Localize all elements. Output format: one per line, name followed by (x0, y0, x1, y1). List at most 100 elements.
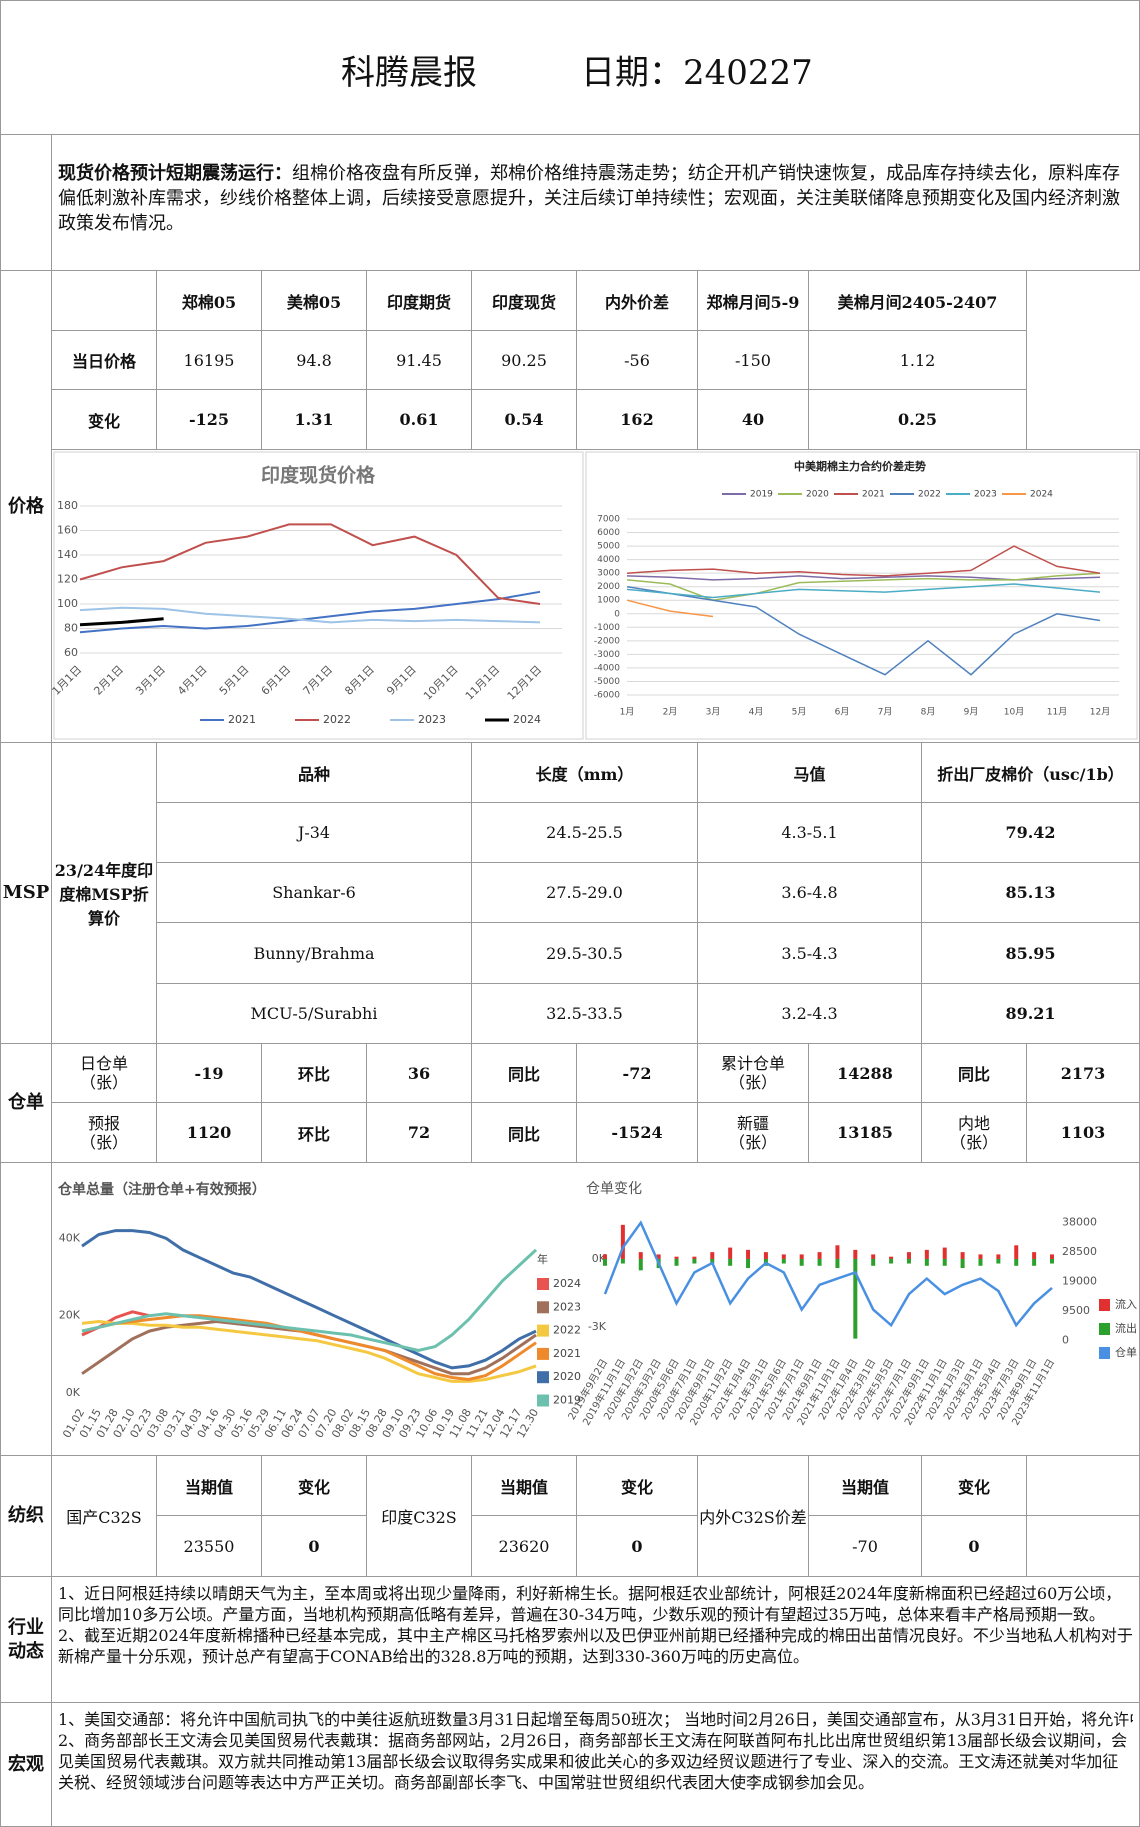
news-paragraph: 1、美国交通部：将允许中国航司执飞的中美往返航班数量3月31日起增至每周50班次… (58, 1710, 1133, 1729)
msp-cell: 4.3-5.1 (697, 802, 922, 863)
price-value: 1.12 (808, 330, 1027, 390)
column-header: 马值 (697, 742, 922, 803)
textile-value: 0 (261, 1515, 367, 1577)
section-label: MSP (0, 742, 52, 1044)
msp-cell: MCU-5/Surabhi (156, 983, 472, 1044)
row-label: 内外C32S价差 (697, 1455, 809, 1577)
column-header: 内外价差 (576, 270, 698, 331)
price-value: 0.54 (471, 389, 577, 450)
section-label: 仓单 (0, 1043, 52, 1163)
report-date: 日期：240227 (581, 53, 813, 93)
chart-area (51, 449, 1140, 743)
price-value: 162 (576, 389, 698, 450)
column-header: 印度期货 (366, 270, 472, 331)
textile-value: -70 (808, 1515, 922, 1577)
warehouse-cell: -1524 (576, 1102, 698, 1163)
warehouse-cell: 13185 (808, 1102, 922, 1163)
column-header: 当期值 (808, 1455, 922, 1516)
news-paragraph: 2、商务部部长王文涛会见美国贸易代表戴琪：据商务部网站，2月26日，商务部部长王… (58, 1731, 1128, 1792)
warehouse-cell: 2173 (1026, 1043, 1140, 1103)
column-header: 郑棉05 (156, 270, 262, 331)
msp-cell: 3.6-4.8 (697, 862, 922, 923)
price-value: -150 (697, 330, 809, 390)
header: 科腾晨报 日期：240227 (0, 0, 1140, 135)
warehouse-cell: 同比 (471, 1043, 577, 1103)
column-header: 当期值 (471, 1455, 577, 1516)
warehouse-cell: 日仓单（张） (51, 1043, 157, 1103)
warehouse-cell: 1103 (1026, 1102, 1140, 1163)
price-value: 0.25 (808, 389, 1027, 450)
spot-summary: 现货价格预计短期震荡运行：组棉价格夜盘有所反弹，郑棉价格维持震荡走势；纺企开机产… (51, 134, 1140, 271)
column-header: 品种 (156, 742, 472, 803)
column-header: 变化 (921, 1455, 1027, 1516)
section-label: 行业动态 (0, 1576, 52, 1703)
section-label: 纺织 (0, 1455, 52, 1577)
column-header: 变化 (261, 1455, 367, 1516)
row-label: 国产C32S (51, 1455, 157, 1577)
price-value: -56 (576, 330, 698, 390)
warehouse-cell: 环比 (261, 1102, 367, 1163)
summary-lead: 现货价格预计短期震荡运行： (58, 163, 292, 184)
warehouse-cell: -19 (156, 1043, 262, 1103)
warehouse-cell: 72 (366, 1102, 472, 1163)
column-header: 美棉05 (261, 270, 367, 331)
warehouse-cell: 环比 (261, 1043, 367, 1103)
msp-cell: J-34 (156, 802, 472, 863)
price-value: 94.8 (261, 330, 367, 390)
row-label: 变化 (51, 389, 157, 450)
price-value: 91.45 (366, 330, 472, 390)
msp-cell: 85.13 (921, 862, 1140, 923)
price-value: 16195 (156, 330, 262, 390)
macro-news: 1、美国交通部：将允许中国航司执飞的中美往返航班数量3月31日起增至每周50班次… (51, 1702, 1140, 1827)
warehouse-cell: 同比 (471, 1102, 577, 1163)
msp-cell: Shankar-6 (156, 862, 472, 923)
summary-text: 组棉价格夜盘有所反弹，郑棉价格维持震荡走势；纺企开机产销快速恢复，成品库存持续去… (58, 163, 1120, 234)
warehouse-cell: 14288 (808, 1043, 922, 1103)
column-header: 美棉月间2405-2407 (808, 270, 1027, 331)
column-header: 郑棉月间5-9 (697, 270, 809, 331)
msp-cell: 3.2-4.3 (697, 983, 922, 1044)
textile-value: 23550 (156, 1515, 262, 1577)
price-value: 40 (697, 389, 809, 450)
row-label: 当日价格 (51, 330, 157, 390)
warehouse-cell: -72 (576, 1043, 698, 1103)
msp-cell: 85.95 (921, 922, 1140, 984)
news-paragraph: 2、截至近期2024年度新棉播种已经基本完成，其中主产棉区马托格罗索州以及巴伊亚… (58, 1626, 1133, 1666)
news-paragraph: 1、近日阿根廷持续以晴朗天气为主，至本周或将出现少量降雨，利好新棉生长。据阿根廷… (58, 1584, 1122, 1624)
price-value: 0.61 (366, 389, 472, 450)
msp-cell: 79.42 (921, 802, 1140, 863)
warehouse-cell: 新疆（张） (697, 1102, 809, 1163)
msp-cell: 29.5-30.5 (471, 922, 698, 984)
column-header: 变化 (576, 1455, 698, 1516)
warehouse-cell: 1120 (156, 1102, 262, 1163)
warehouse-cell: 同比 (921, 1043, 1027, 1103)
warehouse-cell: 累计仓单（张） (697, 1043, 809, 1103)
price-value: -125 (156, 389, 262, 450)
column-header: 折出厂皮棉价（usc/1b） (921, 742, 1140, 803)
msp-cell: 89.21 (921, 983, 1140, 1044)
msp-cell: 3.5-4.3 (697, 922, 922, 984)
textile-value: 23620 (471, 1515, 577, 1577)
msp-cell: 24.5-25.5 (471, 802, 698, 863)
price-value: 1.31 (261, 389, 367, 450)
section-label: 宏观 (0, 1702, 52, 1827)
section-label: 价格 (0, 270, 52, 743)
column-header: 当期值 (156, 1455, 262, 1516)
blank-cell (51, 270, 157, 331)
textile-value: 0 (576, 1515, 698, 1577)
blank-cell (0, 134, 52, 271)
msp-cell: Bunny/Brahma (156, 922, 472, 984)
msp-cell: 27.5-29.0 (471, 862, 698, 923)
blank-cell (0, 1162, 52, 1456)
column-header: 长度（mm） (471, 742, 698, 803)
blank-cell (1026, 1515, 1140, 1577)
group-label: 23/24年度印度棉MSP折算价 (51, 742, 157, 1044)
column-header: 印度现货 (471, 270, 577, 331)
textile-value: 0 (921, 1515, 1027, 1577)
chart-area (51, 1162, 1140, 1456)
row-label: 印度C32S (366, 1455, 472, 1577)
price-value: 90.25 (471, 330, 577, 390)
warehouse-cell: 36 (366, 1043, 472, 1103)
industry-news: 1、近日阿根廷持续以晴朗天气为主，至本周或将出现少量降雨，利好新棉生长。据阿根廷… (51, 1576, 1140, 1703)
